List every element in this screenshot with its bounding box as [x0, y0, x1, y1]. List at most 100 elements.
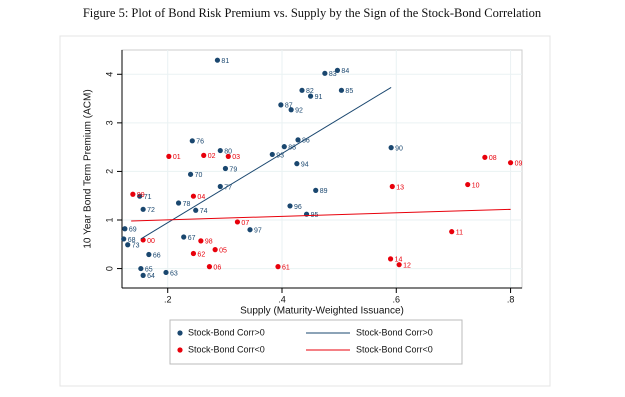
- point-label: 90: [395, 145, 403, 152]
- point: [288, 107, 294, 113]
- legend-label: Stock-Bond Corr<0: [356, 344, 433, 354]
- point-label: 78: [183, 201, 191, 208]
- point: [175, 200, 182, 206]
- point-label: 07: [241, 220, 249, 227]
- point-label: 98: [205, 239, 213, 246]
- point: [281, 144, 287, 150]
- point-label: 86: [302, 138, 310, 145]
- point-label: 11: [456, 230, 463, 237]
- point-label: 96: [294, 204, 302, 211]
- y-tick-label: 2: [104, 169, 114, 174]
- x-tick-label: .2: [164, 294, 172, 304]
- legend-label: Stock-Bond Corr<0: [188, 344, 265, 354]
- point: [187, 171, 194, 177]
- point-label: 73: [132, 243, 140, 250]
- y-axis-title: 10 Year Bond Term Premium (ACM): [83, 89, 94, 248]
- point: [125, 242, 131, 248]
- point-label: 61: [282, 264, 290, 271]
- point: [287, 203, 293, 209]
- point-label: 01: [173, 154, 181, 161]
- point-label: 91: [315, 94, 323, 101]
- chart-title: Figure 5: Plot of Bond Risk Premium vs. …: [83, 6, 542, 20]
- point-label: 84: [341, 68, 349, 75]
- point: [275, 264, 281, 270]
- plot-area: [121, 49, 523, 289]
- point-label: 03: [232, 154, 240, 161]
- point-label: 94: [301, 162, 309, 169]
- point: [449, 229, 455, 235]
- point-label: 13: [396, 184, 404, 191]
- legend-label: Stock-Bond Corr>0: [356, 327, 433, 337]
- point: [212, 247, 218, 253]
- point: [313, 187, 319, 193]
- point: [295, 137, 301, 143]
- point-label: 93: [276, 152, 284, 159]
- point: [225, 153, 231, 159]
- legend-marker: [177, 330, 183, 336]
- point: [190, 250, 197, 257]
- point: [201, 152, 207, 158]
- point-label: 89: [320, 188, 328, 195]
- point-label: 80: [224, 148, 232, 155]
- point-label: 08: [489, 155, 497, 162]
- point-label: 71: [144, 194, 152, 201]
- y-tick-label: 3: [104, 120, 114, 125]
- point-label: 76: [196, 139, 204, 146]
- point-label: 62: [197, 251, 205, 258]
- point-label: 87: [285, 103, 293, 110]
- point: [214, 57, 221, 63]
- point-label: 14: [395, 257, 403, 264]
- point-label: 81: [221, 58, 229, 65]
- point-label: 97: [254, 228, 262, 235]
- point: [140, 206, 146, 212]
- point: [388, 145, 394, 151]
- point: [137, 193, 143, 199]
- point-label: 68: [128, 237, 136, 244]
- point-label: 64: [147, 273, 155, 280]
- point: [396, 262, 402, 268]
- point: [163, 269, 169, 276]
- point: [269, 151, 275, 158]
- fit-line: [140, 86, 392, 240]
- fit-line: [131, 208, 511, 222]
- point-label: 06: [213, 264, 221, 271]
- legend: [169, 319, 463, 365]
- point: [278, 102, 284, 108]
- point: [247, 227, 253, 233]
- point: [146, 251, 152, 258]
- point-label: 00: [147, 238, 155, 245]
- point-label: 83: [329, 71, 337, 78]
- point: [193, 207, 199, 213]
- legend-marker: [177, 347, 183, 353]
- point-label: 88: [288, 145, 296, 152]
- point-label: 12: [403, 263, 411, 270]
- x-tick-label: .6: [393, 294, 401, 304]
- point: [299, 87, 305, 93]
- point-label: 66: [153, 252, 161, 259]
- point-label: 85: [345, 88, 353, 95]
- point: [482, 154, 488, 160]
- y-tick-label: 0: [104, 266, 114, 271]
- point-label: 77: [224, 184, 232, 191]
- x-tick-label: .8: [507, 294, 515, 304]
- legend-label: Stock-Bond Corr>0: [188, 327, 265, 337]
- point: [122, 226, 128, 232]
- point-label: 82: [306, 88, 314, 95]
- point-label: 04: [197, 194, 205, 201]
- point: [189, 138, 195, 144]
- point: [206, 264, 213, 270]
- point: [294, 161, 300, 167]
- point: [130, 191, 136, 197]
- point-label: 69: [129, 227, 137, 234]
- point-label: 10: [472, 182, 480, 189]
- point: [387, 256, 394, 262]
- point: [389, 183, 395, 190]
- point: [217, 183, 223, 190]
- point: [234, 219, 241, 225]
- point: [338, 87, 345, 93]
- point-label: 09: [515, 161, 523, 168]
- point: [181, 234, 187, 240]
- point-label: 02: [208, 153, 216, 160]
- point: [222, 165, 229, 172]
